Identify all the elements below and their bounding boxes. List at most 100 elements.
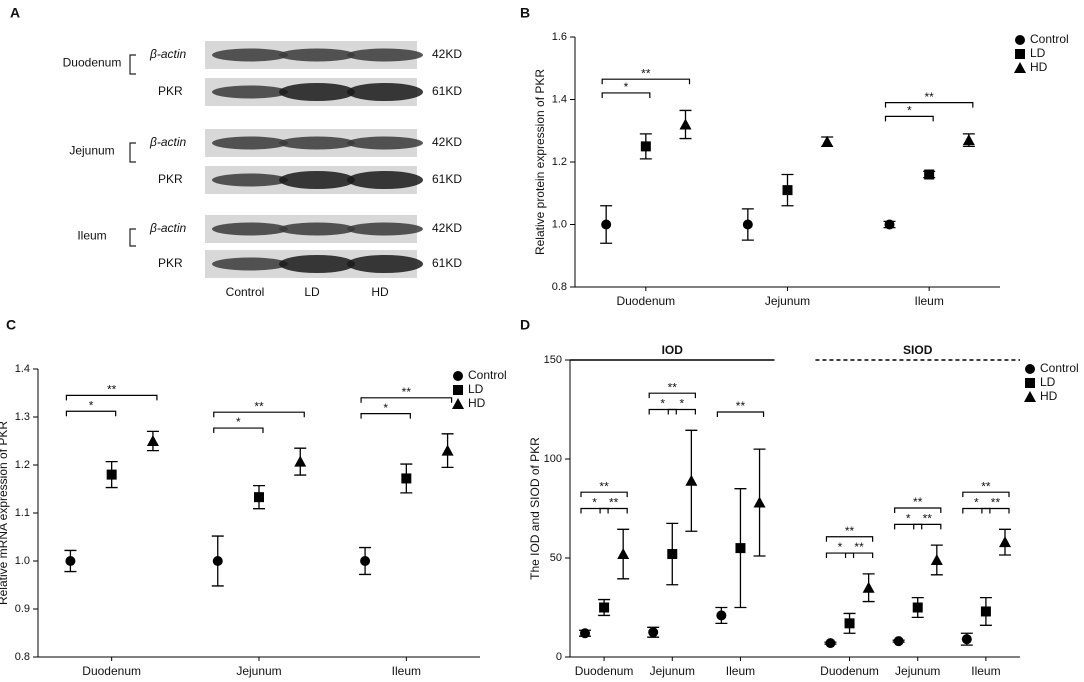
significance-bracket [580,507,609,514]
group-label: SIOD [903,343,933,357]
point [453,371,463,381]
group-label: IOD [662,343,684,357]
point [640,141,651,152]
significance-label: ** [254,399,264,413]
significance-label: * [236,415,241,429]
band [212,85,288,99]
point [1015,49,1025,59]
band [279,48,355,62]
significance-bracket [884,115,934,122]
x-tick-label: Ileum [914,294,943,308]
point [667,549,678,560]
panel-label: A [10,5,20,21]
significance-label: ** [609,496,619,510]
bracket [129,54,136,75]
significance-bracket [213,427,264,434]
point [844,618,855,629]
band [279,222,355,236]
point [821,135,834,147]
band [347,255,423,273]
significance-label: * [906,512,911,526]
point [884,219,895,230]
tissue-label: Duodenum [63,56,122,70]
significance-bracket [213,411,305,418]
legend-label: HD [1040,389,1058,403]
significance-bracket [65,394,158,401]
point [685,474,698,486]
point [254,492,264,503]
band [212,48,288,62]
legend-label: LD [1030,46,1046,60]
significance-label: * [907,104,912,118]
tissue-label: Ileum [77,229,106,243]
band [279,136,355,150]
y-tick-label: 100 [544,453,562,465]
point [912,602,923,613]
significance-label: ** [668,380,678,394]
significance-bracket [894,523,923,530]
band-name: PKR [158,84,183,98]
significance-bracket [648,392,696,399]
legend-label: LD [1040,375,1056,389]
y-tick-label: 1.6 [552,31,567,43]
lane-label: Control [226,285,265,299]
y-tick-label: 1.0 [15,555,30,567]
y-axis-label: Relative protein expression of PKR [533,69,547,255]
band [212,257,288,271]
band [279,171,355,189]
significance-bracket [844,552,874,559]
band-name: β-actin [149,221,187,235]
bracket [129,142,136,163]
y-tick-label: 1.0 [552,218,567,230]
point [961,634,972,645]
point [601,219,612,230]
point [580,628,590,639]
y-tick-label: 0.8 [15,651,30,663]
y-tick-label: 50 [550,552,562,564]
band-size: 61KD [432,256,462,270]
significance-label: ** [924,90,934,104]
y-axis-label: Relative mRNA expression of PKR [0,421,10,605]
band [347,83,423,101]
band-size: 61KD [432,84,462,98]
point [441,444,454,456]
significance-label: ** [854,540,864,554]
y-tick-label: 1.4 [552,93,567,105]
point [825,638,836,649]
point [599,602,610,613]
significance-label: * [89,398,94,412]
point [999,536,1011,548]
y-tick-label: 1.2 [15,459,30,471]
significance-bracket [599,507,628,514]
band [347,136,423,150]
x-tick-label: Ileum [726,664,755,678]
point [1025,364,1035,374]
y-tick-label: 1.3 [15,411,30,423]
point [893,636,904,647]
point [453,385,463,395]
significance-label: ** [736,399,746,413]
significance-label: * [660,397,665,411]
band-size: 42KD [432,135,462,149]
legend-label: HD [468,396,486,410]
point [930,553,943,565]
band [347,48,423,62]
x-tick-label: Duodenum [820,664,879,678]
point [1025,378,1035,388]
point [679,118,692,130]
point [65,556,76,566]
significance-bracket [360,413,411,419]
x-tick-label: Jejunum [895,664,940,678]
point [980,606,991,617]
significance-bracket [962,491,1010,498]
significance-bracket [601,92,651,98]
point [1014,62,1026,73]
legend-label: Control [468,368,507,382]
band [347,222,423,236]
point [1015,35,1025,45]
significance-bracket [884,102,974,108]
significance-label: * [679,397,684,411]
point [735,543,746,554]
significance-label: * [592,496,597,510]
